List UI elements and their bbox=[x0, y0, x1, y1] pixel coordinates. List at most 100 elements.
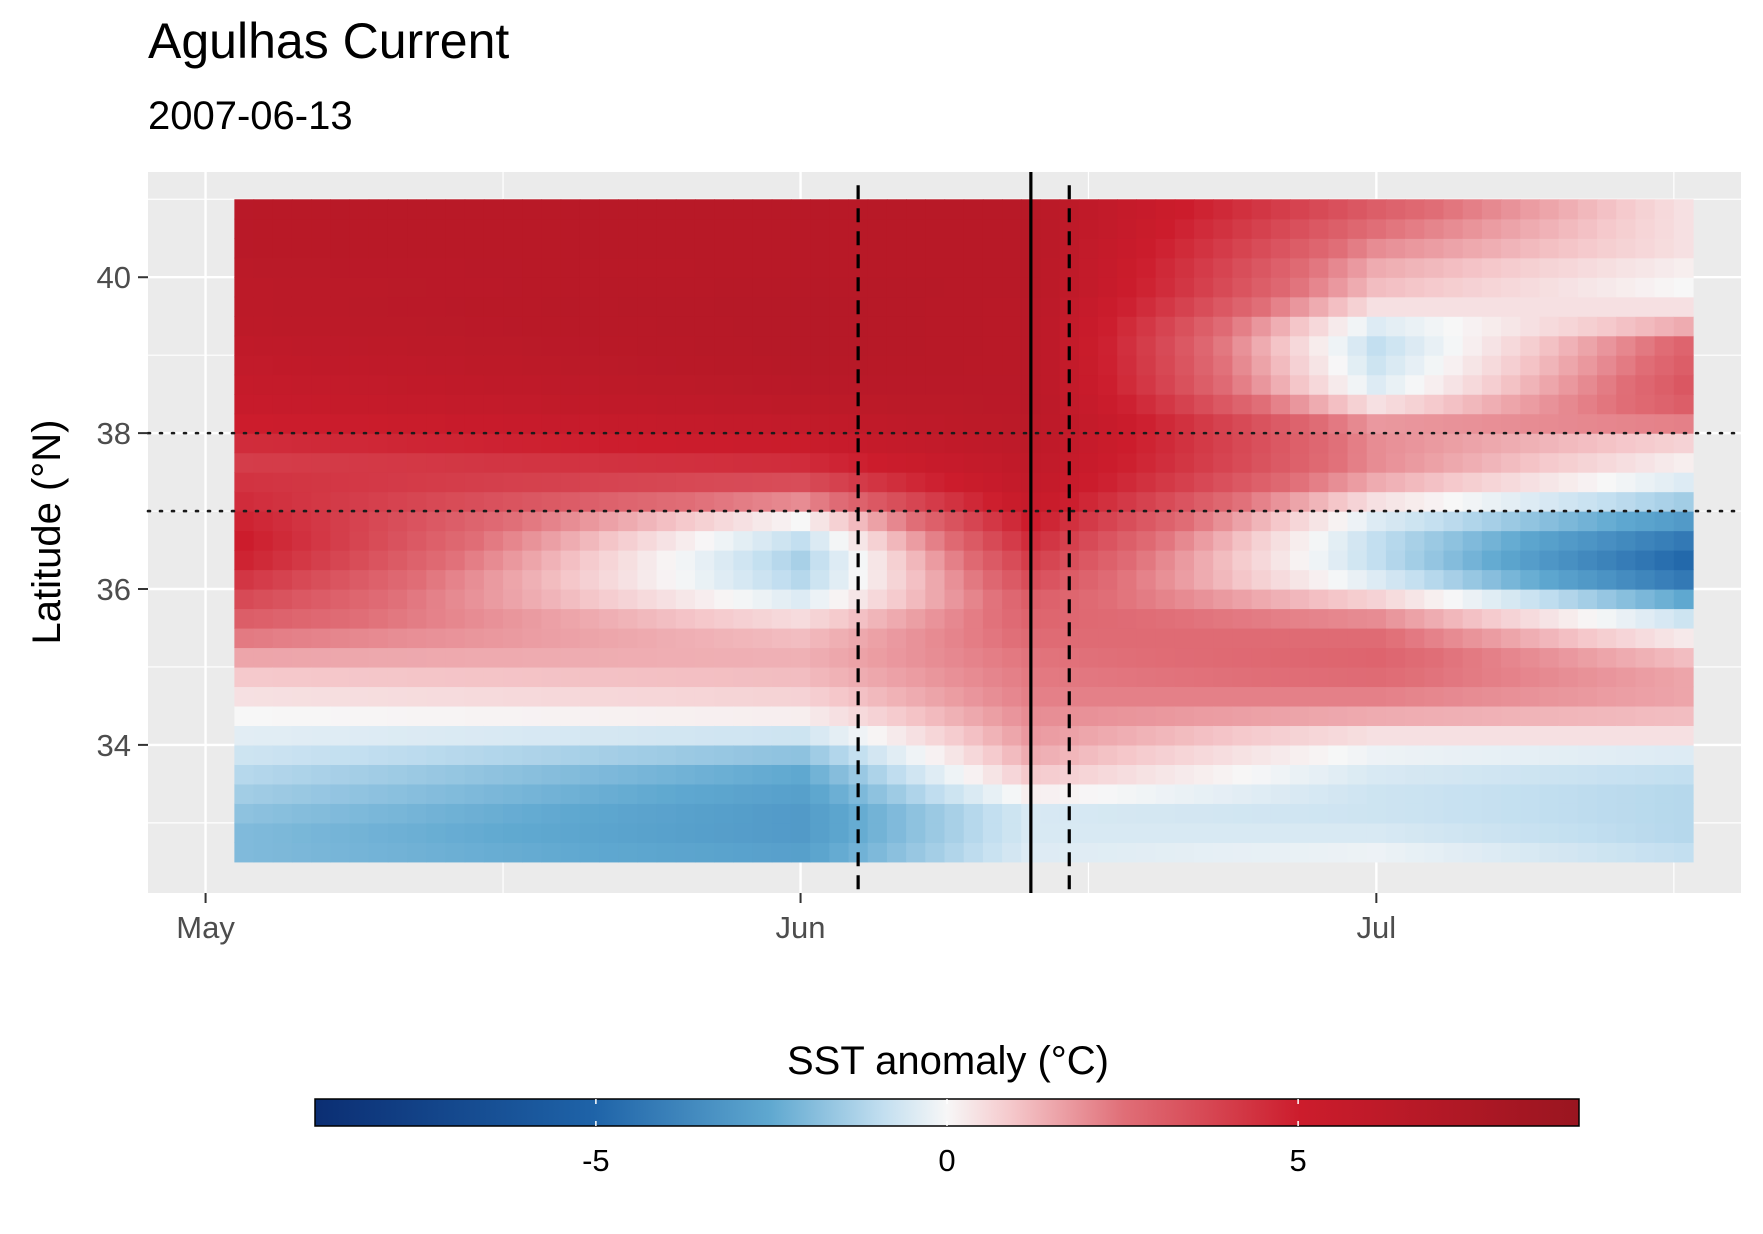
heatmap-cell bbox=[253, 725, 274, 746]
heatmap-cell bbox=[253, 608, 274, 629]
heatmap-cell bbox=[1654, 218, 1675, 239]
heatmap-cell bbox=[1577, 433, 1598, 454]
heatmap-cell bbox=[1328, 257, 1349, 278]
heatmap-cell bbox=[1328, 433, 1349, 454]
heatmap-cell bbox=[1654, 433, 1675, 454]
heatmap-cell bbox=[714, 335, 734, 356]
heatmap-cell bbox=[963, 277, 984, 298]
heatmap-cell bbox=[464, 199, 485, 220]
heatmap-cell bbox=[1501, 764, 1521, 785]
heatmap-cell bbox=[1597, 803, 1617, 824]
heatmap-cell bbox=[1385, 316, 1406, 337]
heatmap-cell bbox=[829, 316, 850, 337]
heatmap-cell bbox=[771, 296, 792, 317]
heatmap-cell bbox=[1174, 199, 1195, 220]
heatmap-cell bbox=[1673, 433, 1694, 454]
heatmap-cell bbox=[1136, 686, 1157, 707]
heatmap-cell bbox=[1577, 394, 1598, 415]
heatmap-cell bbox=[522, 589, 543, 610]
heatmap-cell bbox=[1117, 608, 1138, 629]
heatmap-cell bbox=[445, 666, 466, 688]
heatmap-cell bbox=[483, 433, 504, 454]
heatmap-cell bbox=[1558, 238, 1579, 259]
heatmap-cell bbox=[311, 394, 331, 415]
heatmap-cell bbox=[1232, 199, 1253, 220]
heatmap-cell bbox=[618, 491, 639, 512]
heatmap-cell bbox=[848, 374, 869, 395]
heatmap-cell bbox=[963, 491, 984, 512]
heatmap-cell bbox=[311, 589, 331, 610]
heatmap-cell bbox=[1213, 491, 1233, 512]
heatmap-cell bbox=[925, 725, 946, 746]
heatmap-cell bbox=[522, 433, 543, 454]
heatmap-cell bbox=[1117, 413, 1138, 434]
heatmap-cell bbox=[944, 842, 965, 863]
heatmap-cell bbox=[810, 413, 830, 434]
heatmap-cell bbox=[1501, 452, 1521, 473]
heatmap-cell bbox=[1002, 608, 1022, 629]
heatmap-cell bbox=[426, 705, 447, 727]
heatmap-cell bbox=[1078, 550, 1099, 571]
heatmap-cell bbox=[925, 413, 946, 434]
heatmap-cell bbox=[579, 608, 600, 629]
heatmap-cell bbox=[503, 413, 523, 434]
heatmap-cell bbox=[944, 705, 965, 727]
heatmap-cell bbox=[618, 686, 639, 707]
heatmap-cell bbox=[407, 686, 427, 707]
heatmap-cell bbox=[560, 472, 581, 493]
heatmap-cell bbox=[1558, 666, 1579, 688]
heatmap-cell bbox=[1117, 277, 1138, 298]
heatmap-cell bbox=[867, 686, 888, 707]
heatmap-cell bbox=[790, 472, 811, 493]
heatmap-cell bbox=[445, 394, 466, 415]
heatmap-cell bbox=[349, 550, 370, 571]
heatmap-cell bbox=[1270, 238, 1291, 259]
heatmap-cell bbox=[1635, 355, 1656, 376]
heatmap-cell bbox=[771, 472, 792, 493]
heatmap-cell bbox=[407, 550, 427, 571]
heatmap-cell bbox=[1232, 491, 1253, 512]
heatmap-cell bbox=[1577, 666, 1598, 688]
heatmap-cell bbox=[1520, 238, 1541, 259]
heatmap-cell bbox=[752, 764, 773, 785]
heatmap-cell bbox=[560, 725, 581, 746]
heatmap-cell bbox=[1405, 725, 1425, 746]
heatmap-cell bbox=[1194, 764, 1214, 785]
heatmap-cell bbox=[714, 569, 734, 590]
heatmap-cell bbox=[1501, 627, 1521, 649]
heatmap-cell bbox=[790, 627, 811, 649]
heatmap-cell bbox=[464, 238, 485, 259]
heatmap-cell bbox=[1558, 803, 1579, 824]
heatmap-cell bbox=[1501, 725, 1521, 746]
heatmap-cell bbox=[1002, 238, 1022, 259]
heatmap-cell bbox=[906, 744, 926, 765]
heatmap-cell bbox=[1136, 550, 1157, 571]
heatmap-cell bbox=[1577, 413, 1598, 434]
heatmap-cell bbox=[1481, 238, 1502, 259]
heatmap-cell bbox=[1366, 335, 1387, 356]
heatmap-cell bbox=[1289, 238, 1310, 259]
heatmap-cell bbox=[387, 394, 408, 415]
legend-tick-label: 0 bbox=[938, 1143, 955, 1178]
heatmap-cell bbox=[1078, 569, 1099, 590]
heatmap-cell bbox=[541, 725, 562, 746]
heatmap-cell bbox=[1539, 355, 1560, 376]
heatmap-cell bbox=[349, 491, 370, 512]
heatmap-cell bbox=[906, 589, 926, 610]
heatmap-cell bbox=[982, 394, 1003, 415]
heatmap-cell bbox=[752, 355, 773, 376]
heatmap-cell bbox=[714, 374, 734, 395]
heatmap-cell bbox=[1232, 374, 1253, 395]
heatmap-cell bbox=[234, 316, 255, 337]
heatmap-cell bbox=[560, 783, 581, 804]
heatmap-cell bbox=[464, 433, 485, 454]
heatmap-cell bbox=[1078, 705, 1099, 727]
heatmap-cell bbox=[579, 803, 600, 824]
heatmap-cell bbox=[368, 374, 389, 395]
heatmap-cell bbox=[522, 725, 543, 746]
heatmap-cell bbox=[1654, 803, 1675, 824]
heatmap-cell bbox=[1597, 472, 1617, 493]
heatmap-cell bbox=[1616, 394, 1637, 415]
heatmap-cell bbox=[1597, 238, 1617, 259]
